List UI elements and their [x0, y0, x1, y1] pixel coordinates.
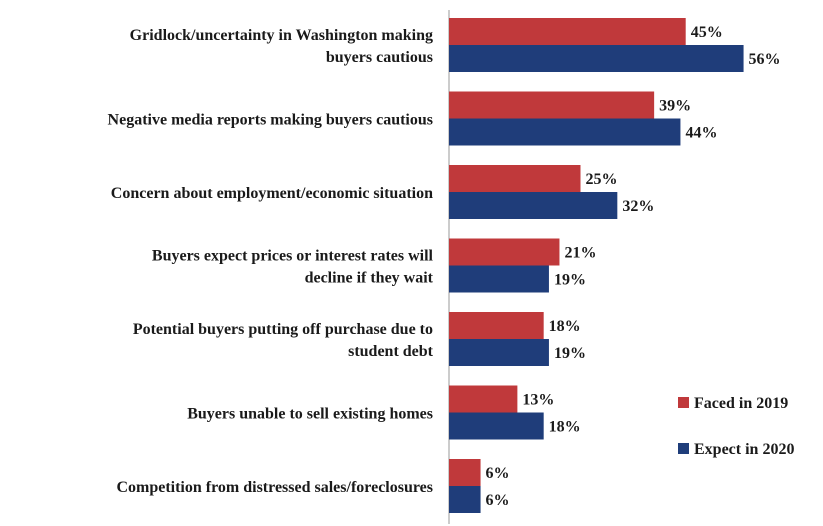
bar-expect-in-2020-3	[449, 265, 549, 293]
data-label-expect-in-2020-6: 6%	[486, 492, 510, 509]
category-label-2: Concern about employment/economic situat…	[111, 185, 433, 202]
data-label-faced-in-2019-0: 45%	[691, 24, 723, 41]
bar-expect-in-2020-0	[449, 45, 744, 72]
category-label-4-line-0: Potential buyers putting off purchase du…	[133, 321, 433, 338]
legend-swatch-expect-2020	[678, 443, 689, 454]
bar-expect-in-2020-5	[449, 412, 544, 440]
bar-faced-in-2019-5	[449, 385, 518, 413]
bar-expect-in-2020-6	[449, 486, 481, 513]
category-label-1: Negative media reports making buyers cau…	[108, 112, 433, 129]
category-label-4-line-1: student debt	[348, 343, 434, 360]
category-label-0-line-1: buyers cautious	[326, 49, 433, 66]
legend-entry-faced-2019: Faced in 2019	[678, 395, 788, 412]
data-label-expect-in-2020-4: 19%	[554, 345, 586, 362]
data-label-expect-in-2020-2: 32%	[622, 198, 654, 215]
bar-faced-in-2019-4	[449, 312, 544, 339]
legend-swatch-faced-2019	[678, 397, 689, 408]
bar-faced-in-2019-2	[449, 165, 581, 192]
data-label-faced-in-2019-5: 13%	[522, 392, 554, 409]
legend-entry-expect-2020: Expect in 2020	[678, 441, 794, 458]
legend-label-expect-2020: Expect in 2020	[694, 441, 794, 458]
bar-expect-in-2020-4	[449, 339, 549, 366]
bar-faced-in-2019-3	[449, 238, 560, 266]
bar-faced-in-2019-1	[449, 91, 655, 119]
bar-faced-in-2019-6	[449, 459, 481, 486]
data-label-expect-in-2020-1: 44%	[685, 125, 717, 142]
category-label-3-line-0: Buyers expect prices or interest rates w…	[152, 248, 434, 265]
data-label-faced-in-2019-1: 39%	[659, 98, 691, 115]
legend: Faced in 2019 Expect in 2020	[678, 395, 794, 458]
data-label-faced-in-2019-4: 18%	[549, 318, 581, 335]
data-label-expect-in-2020-0: 56%	[749, 51, 781, 68]
category-label-5: Buyers unable to sell existing homes	[187, 406, 433, 423]
category-label-3-line-1: decline if they wait	[305, 270, 434, 287]
data-label-expect-in-2020-5: 18%	[549, 419, 581, 436]
data-label-faced-in-2019-3: 21%	[564, 245, 596, 262]
bar-expect-in-2020-1	[449, 118, 681, 146]
bar-faced-in-2019-0	[449, 18, 686, 45]
legend-label-faced-2019: Faced in 2019	[694, 395, 788, 412]
category-label-0-line-0: Gridlock/uncertainty in Washington makin…	[130, 27, 433, 44]
data-label-faced-in-2019-6: 6%	[486, 465, 510, 482]
bar-expect-in-2020-2	[449, 192, 618, 219]
data-label-faced-in-2019-2: 25%	[586, 171, 618, 188]
category-label-6: Competition from distressed sales/forecl…	[116, 479, 433, 496]
data-label-expect-in-2020-3: 19%	[554, 272, 586, 289]
